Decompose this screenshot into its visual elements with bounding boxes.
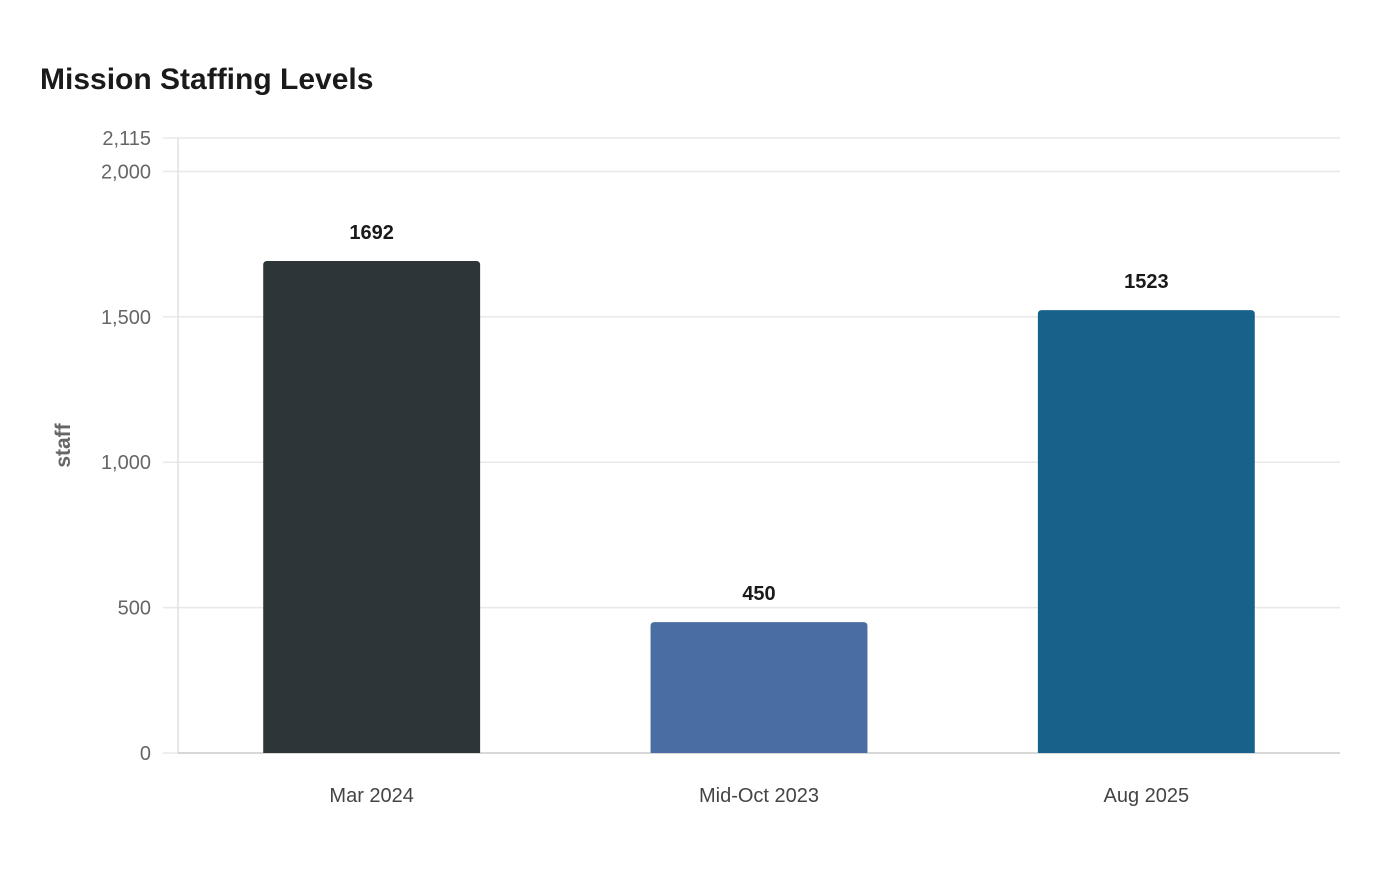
bar [263, 261, 481, 753]
chart-title: Mission Staffing Levels [40, 63, 374, 96]
y-tick-label: 1,000 [101, 452, 151, 474]
bar [650, 622, 868, 753]
bars [263, 261, 1255, 753]
x-tick-labels: Mar 2024 Mid-Oct 2023 Aug 2025 [329, 785, 1189, 807]
x-tick-label: Mar 2024 [329, 785, 414, 807]
data-label: 1523 [1124, 271, 1169, 293]
y-tick-label: 2,000 [101, 161, 151, 183]
x-tick-label: Aug 2025 [1104, 785, 1190, 807]
data-label: 1692 [349, 222, 394, 244]
y-tick-label: 2,115 [102, 128, 151, 150]
y-tick-labels: 0 500 1,000 1,500 2,000 2,115 [101, 128, 151, 765]
bar [1037, 310, 1255, 753]
y-tick-label: 0 [140, 743, 151, 765]
x-tick-label: Mid-Oct 2023 [699, 785, 819, 807]
y-axis-title: staff [52, 422, 75, 467]
y-tick-label: 500 [118, 598, 151, 620]
data-labels: 1692 450 1523 [349, 222, 1168, 605]
data-label: 450 [742, 583, 775, 605]
y-tick-label: 1,500 [101, 307, 151, 329]
